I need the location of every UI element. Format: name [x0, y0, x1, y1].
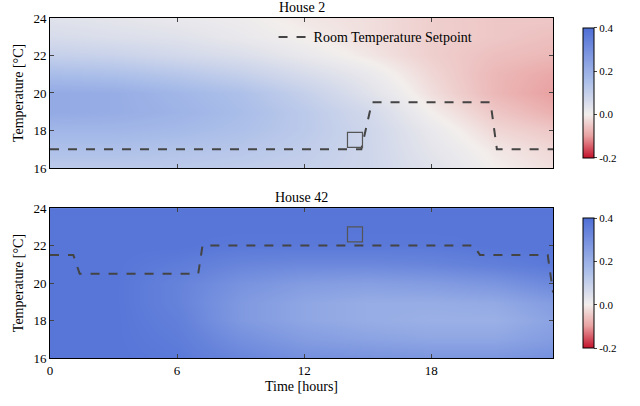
svg-text:-0.2: -0.2: [599, 152, 616, 164]
svg-text:0.4: 0.4: [599, 22, 613, 34]
svg-text:-0.2: -0.2: [599, 342, 616, 354]
svg-text:24: 24: [33, 201, 47, 216]
svg-text:22: 22: [33, 238, 46, 253]
svg-text:18: 18: [425, 363, 438, 378]
svg-text:12: 12: [298, 363, 311, 378]
svg-text:22: 22: [33, 48, 46, 63]
svg-text:24: 24: [33, 11, 47, 26]
svg-text:0.2: 0.2: [599, 65, 613, 77]
svg-text:0.2: 0.2: [599, 255, 613, 267]
svg-text:Time [hours]: Time [hours]: [265, 379, 338, 394]
svg-text:16: 16: [33, 160, 47, 175]
svg-text:0.0: 0.0: [599, 108, 613, 120]
svg-text:House 2: House 2: [279, 0, 325, 15]
svg-text:Temperature [°C]: Temperature [°C]: [11, 44, 26, 142]
svg-text:House 42: House 42: [275, 190, 328, 205]
svg-text:18: 18: [33, 313, 46, 328]
svg-text:Room Temperature Setpoint: Room Temperature Setpoint: [314, 30, 472, 45]
svg-text:20: 20: [33, 276, 46, 291]
svg-text:18: 18: [33, 123, 46, 138]
svg-text:0.0: 0.0: [599, 299, 613, 311]
svg-text:0: 0: [47, 363, 54, 378]
svg-text:16: 16: [33, 351, 47, 366]
svg-text:Temperature [°C]: Temperature [°C]: [11, 234, 26, 332]
svg-text:6: 6: [174, 363, 181, 378]
svg-text:0.4: 0.4: [599, 212, 613, 224]
svg-text:20: 20: [33, 86, 46, 101]
